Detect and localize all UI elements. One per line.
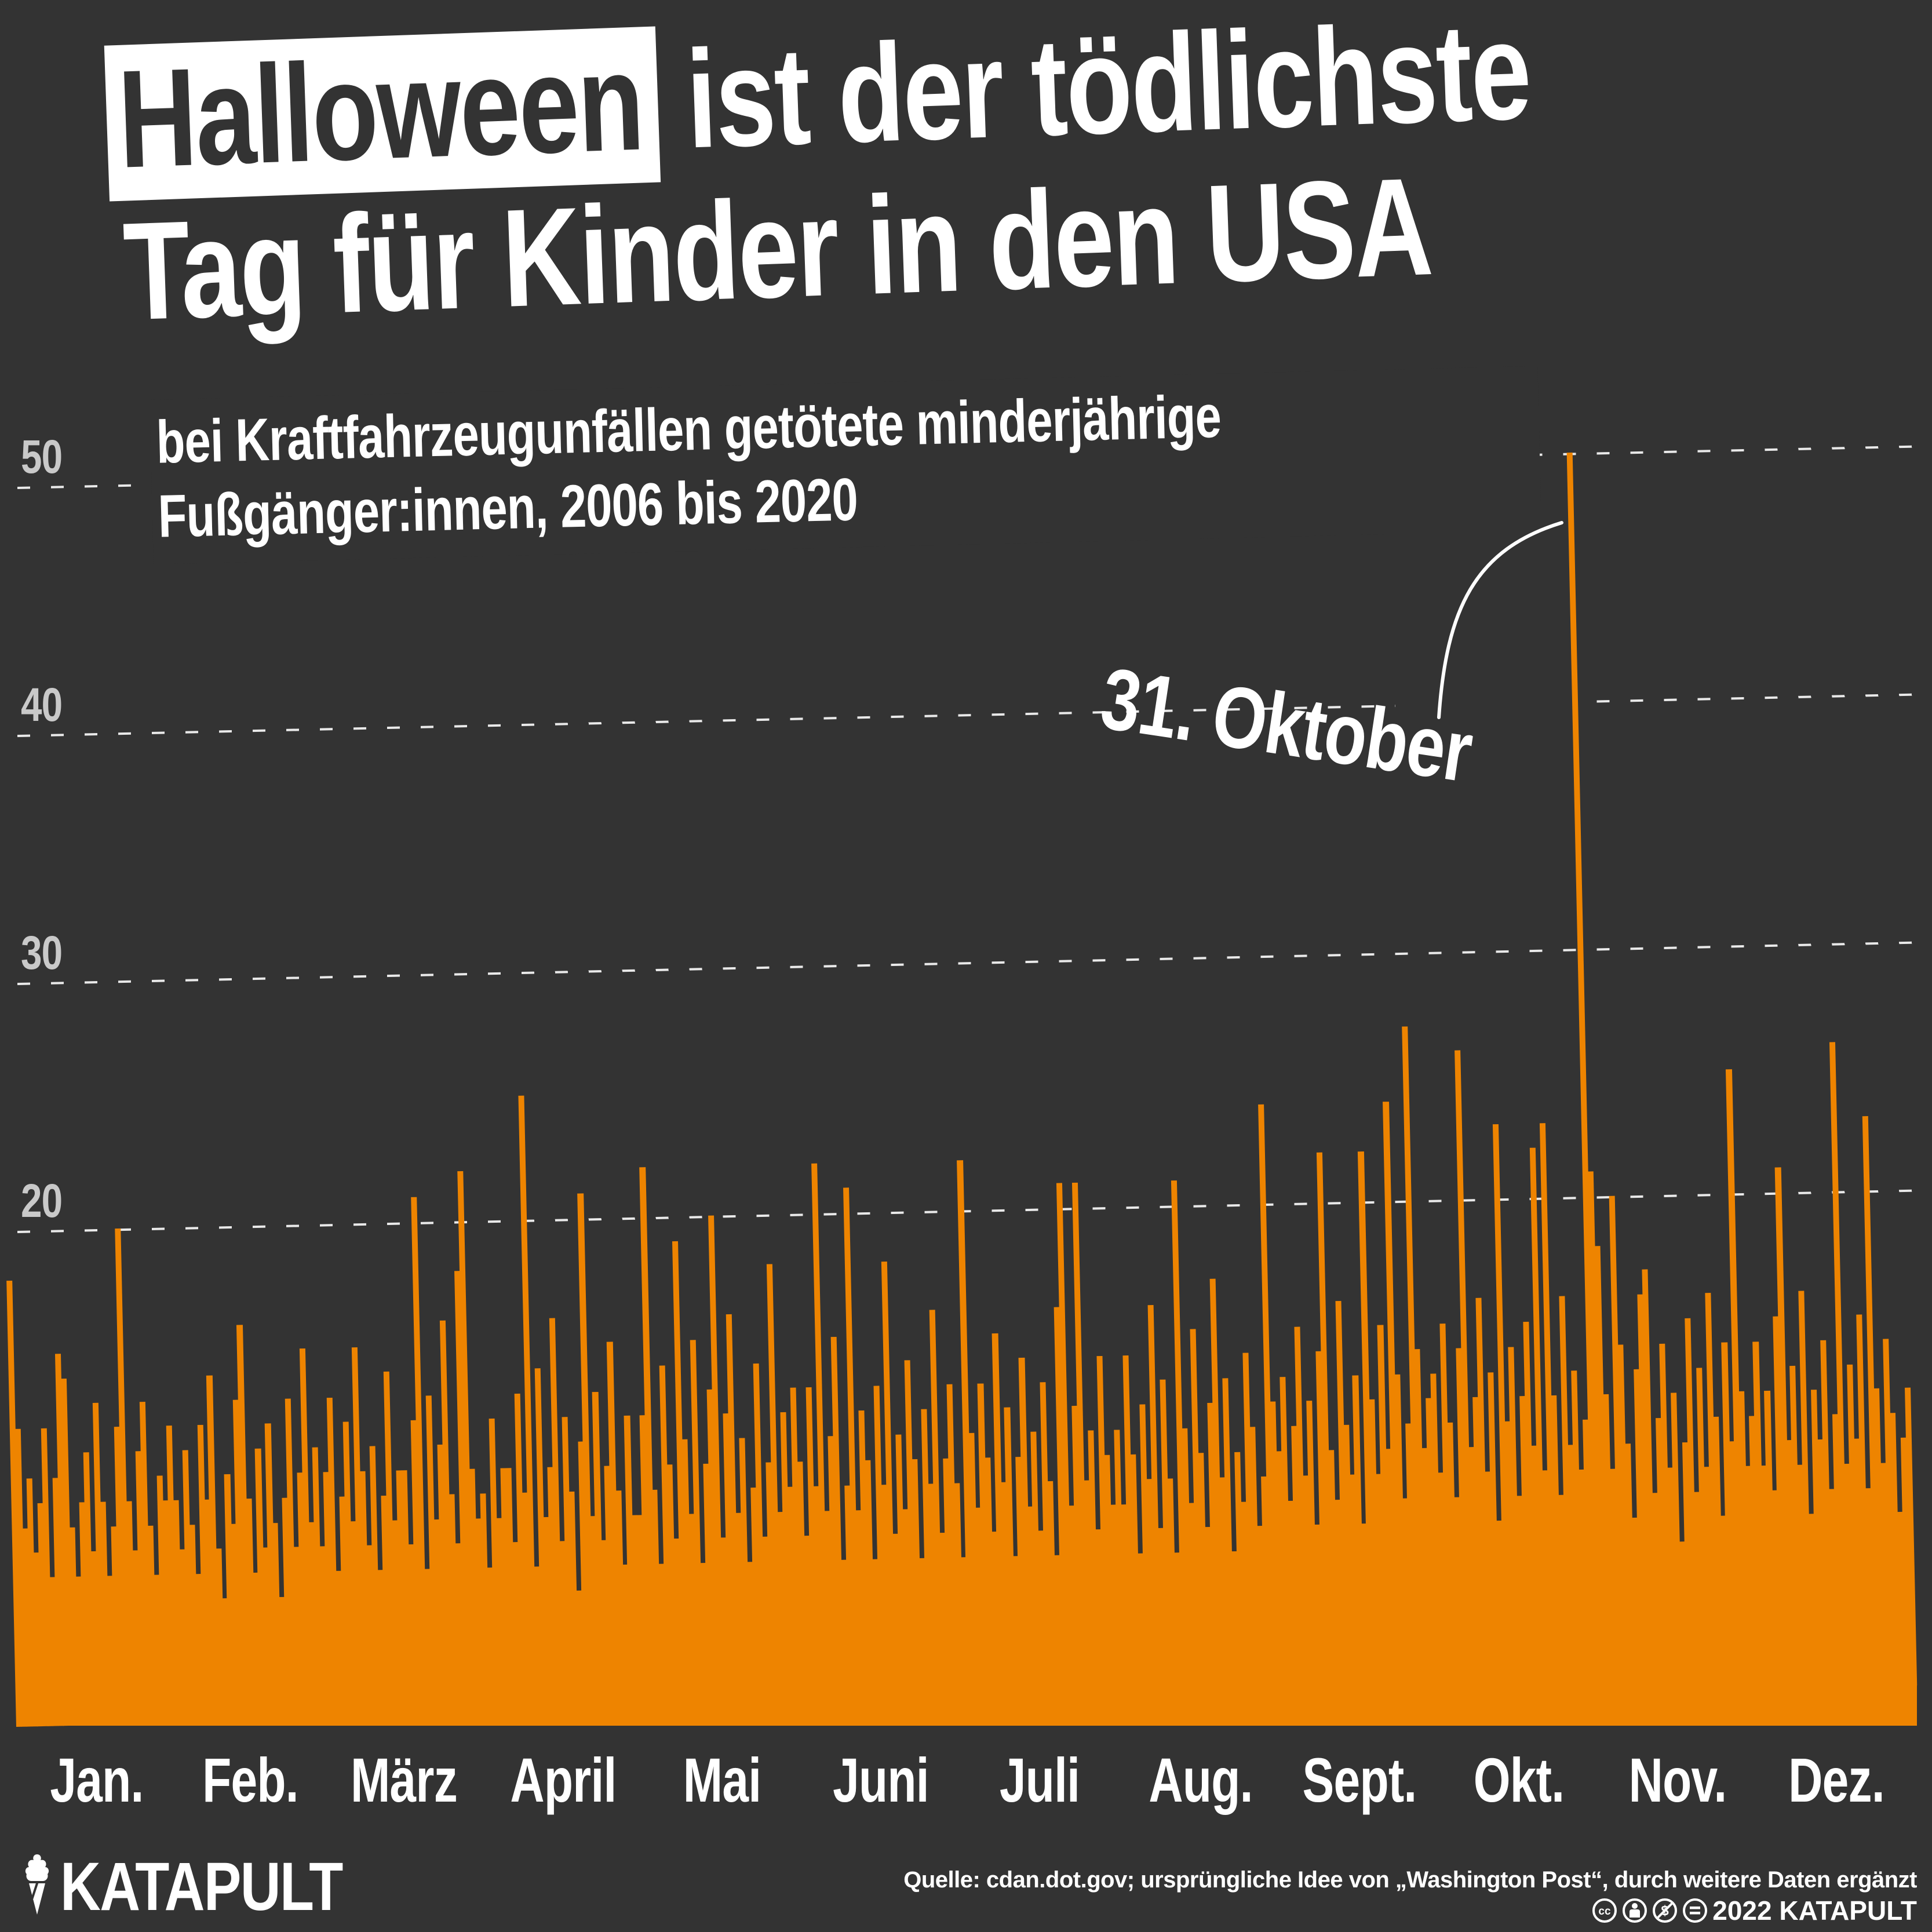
baseline-fill [16, 1682, 1917, 1726]
license-line: cc $ 2022 KATAPULT [903, 1894, 1917, 1927]
logo-text: KATAPULT [60, 1849, 343, 1925]
svg-text:cc: cc [1599, 1905, 1612, 1918]
month-label-märz: März [351, 1745, 458, 1815]
license-text: 2022 KATAPULT [1712, 1895, 1917, 1926]
month-label-april: April [509, 1745, 617, 1815]
month-label-mai: Mai [683, 1745, 761, 1815]
month-label-jan: Jan. [50, 1745, 144, 1815]
source-text: Quelle: cdan.dot.gov; ursprüngliche Idee… [903, 1867, 1917, 1893]
ice-cream-cone-icon [25, 1854, 49, 1915]
footer: KATAPULT Quelle: cdan.dot.gov; ursprüngl… [0, 1825, 1932, 1932]
month-label-aug: Aug. [1149, 1745, 1253, 1815]
month-label-juli: Juli [999, 1745, 1080, 1815]
y-tick-label-20: 20 [21, 1175, 63, 1227]
nc-icon: $ [1653, 1898, 1678, 1923]
month-label-sept: Sept. [1303, 1745, 1417, 1815]
month-label-dez: Dez. [1788, 1745, 1884, 1815]
y-tick-label-40: 40 [21, 679, 63, 731]
nd-icon [1683, 1898, 1708, 1923]
by-icon [1623, 1898, 1647, 1923]
source-block: Quelle: cdan.dot.gov; ursprüngliche Idee… [903, 1866, 1917, 1927]
katapult-logo: KATAPULT [22, 1849, 404, 1925]
y-tick-label-30: 30 [21, 927, 63, 979]
title-highlight: Halloween [104, 23, 661, 202]
month-label-juni: Juni [832, 1745, 929, 1815]
month-label-nov: Nov. [1628, 1745, 1727, 1815]
cc-icon: cc [1592, 1898, 1617, 1923]
month-label-feb: Feb. [202, 1745, 299, 1815]
month-label-okt: Okt. [1473, 1745, 1564, 1815]
y-tick-label-50: 50 [21, 431, 63, 483]
